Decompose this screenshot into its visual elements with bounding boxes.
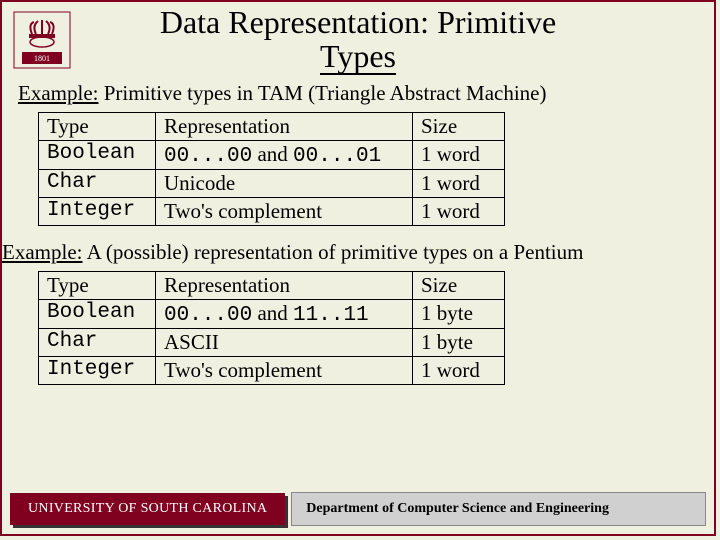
footer-right: Department of Computer Science and Engin… (291, 492, 706, 526)
cell-size: 1 word (413, 170, 505, 198)
footer-left: UNIVERSITY OF SOUTH CAROLINA (10, 493, 285, 525)
table-1-h1: Type (39, 113, 156, 141)
example-1-line: Example: Primitive types in TAM (Triangl… (18, 81, 698, 106)
table-row: Type Representation Size (39, 113, 505, 141)
cell-size: 1 byte (413, 329, 505, 357)
example-2-line: Example: A (possible) representation of … (2, 240, 698, 265)
cell-size: 1 word (413, 357, 505, 385)
example-1-text: Primitive types in TAM (Triangle Abstrac… (98, 81, 546, 105)
cell-size: 1 word (413, 198, 505, 226)
cell-size: 1 word (413, 141, 505, 170)
slide-title: Data Representation: Primitive Types (2, 2, 714, 75)
cell-repr: 00...00 and 11..11 (156, 300, 413, 329)
table-row: Char ASCII 1 byte (39, 329, 505, 357)
table-2-h2: Representation (156, 272, 413, 300)
cell-type: Integer (39, 357, 156, 385)
cell-repr: Unicode (156, 170, 413, 198)
table-row: Boolean 00...00 and 11..11 1 byte (39, 300, 505, 329)
usc-logo: 1801 (12, 10, 72, 70)
table-2-h1: Type (39, 272, 156, 300)
footer: UNIVERSITY OF SOUTH CAROLINA Department … (10, 492, 706, 526)
cell-repr: Two's complement (156, 198, 413, 226)
content-area: Example: Primitive types in TAM (Triangl… (2, 75, 714, 385)
table-row: Integer Two's complement 1 word (39, 357, 505, 385)
example-2-label: Example: (2, 240, 82, 264)
cell-repr: Two's complement (156, 357, 413, 385)
cell-type: Char (39, 329, 156, 357)
table-row: Boolean 00...00 and 00...01 1 word (39, 141, 505, 170)
title-line-2: Types (320, 40, 396, 76)
table-2: Type Representation Size Boolean 00...00… (38, 271, 505, 385)
svg-text:1801: 1801 (34, 54, 50, 63)
table-row: Type Representation Size (39, 272, 505, 300)
table-2-h3: Size (413, 272, 505, 300)
table-1: Type Representation Size Boolean 00...00… (38, 112, 505, 226)
table-1-h2: Representation (156, 113, 413, 141)
slide: 1801 Data Representation: Primitive Type… (0, 0, 716, 536)
cell-type: Boolean (39, 141, 156, 170)
example-1-label: Example: (18, 81, 98, 105)
title-line-1: Data Representation: Primitive (160, 4, 556, 40)
table-row: Integer Two's complement 1 word (39, 198, 505, 226)
cell-repr: ASCII (156, 329, 413, 357)
cell-size: 1 byte (413, 300, 505, 329)
table-row: Char Unicode 1 word (39, 170, 505, 198)
cell-type: Boolean (39, 300, 156, 329)
cell-repr: 00...00 and 00...01 (156, 141, 413, 170)
table-1-h3: Size (413, 113, 505, 141)
cell-type: Integer (39, 198, 156, 226)
cell-type: Char (39, 170, 156, 198)
example-2-text: A (possible) representation of primitive… (82, 240, 583, 264)
